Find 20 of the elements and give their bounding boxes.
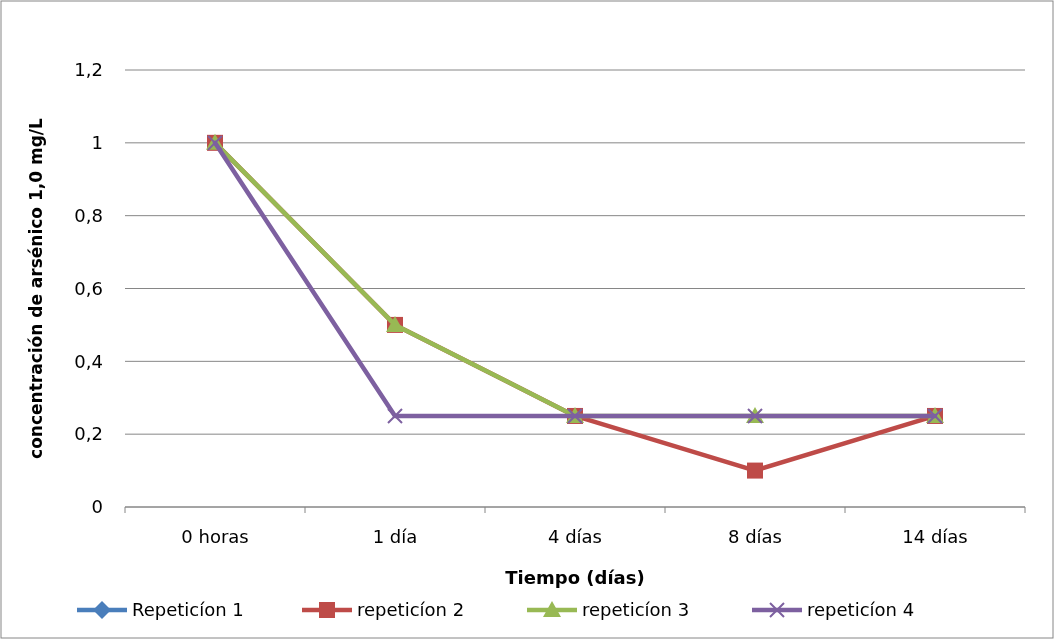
- y-tick-label: 0: [91, 496, 103, 518]
- x-tick-label: 1 día: [372, 526, 418, 547]
- legend-label: repeticíon 4: [807, 599, 915, 621]
- x-axis-title: Tiempo (días): [505, 567, 645, 588]
- x-tick-label: 4 días: [547, 526, 603, 547]
- point: [387, 407, 403, 424]
- legend-label: Repeticíon 1: [132, 599, 244, 621]
- x-tick-label: 0 horas: [181, 526, 249, 547]
- y-tick-label: 1,2: [74, 59, 103, 81]
- y-tick-label: 0,8: [74, 204, 103, 226]
- y-tick-label: 0,2: [74, 423, 103, 445]
- x-tick-label: 8 días: [727, 526, 783, 547]
- y-axis-title: concentración de arsénico 1,0 mg/L: [26, 117, 46, 459]
- legend-label: repeticíon 3: [582, 599, 690, 621]
- x-tick-label: 14 días: [902, 526, 968, 547]
- y-tick-label: 1: [91, 132, 103, 154]
- y-tick-label: 0,6: [74, 277, 103, 299]
- point: [747, 462, 763, 479]
- y-tick-label: 0,4: [74, 350, 103, 372]
- legend-label: repeticíon 2: [357, 599, 465, 621]
